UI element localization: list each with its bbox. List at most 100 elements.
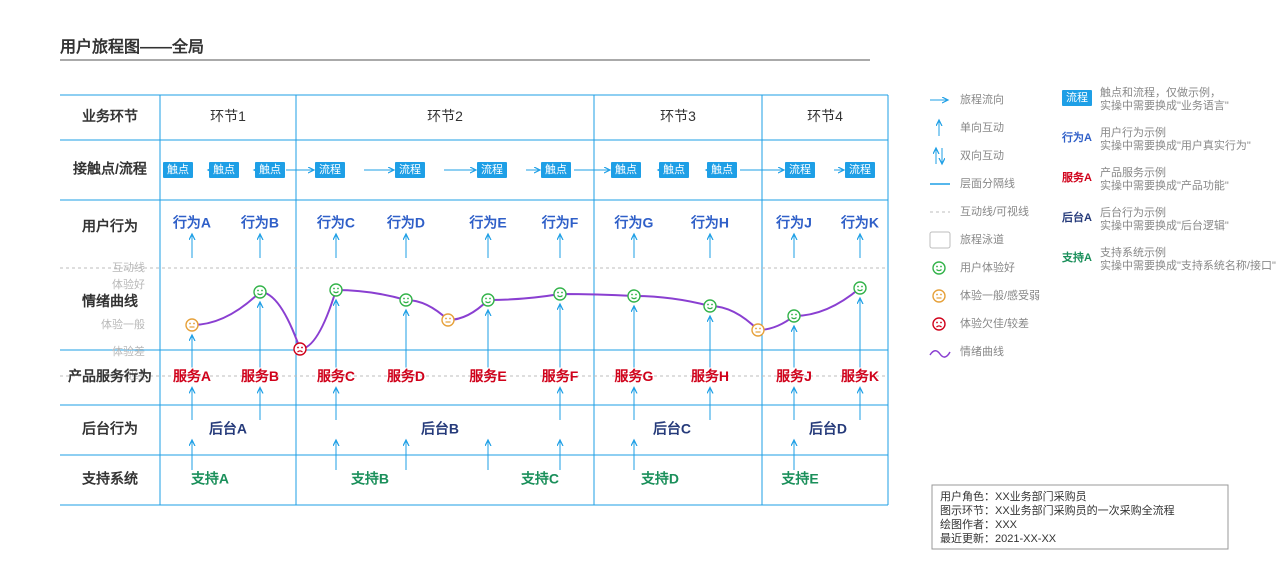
ghost-label: 体验一般 — [101, 317, 145, 331]
row-label: 业务环节 — [82, 108, 138, 124]
behavior-item: 行为J — [775, 215, 812, 231]
behavior-item: 行为D — [386, 215, 425, 231]
legend-label: 互动线/可视线 — [960, 204, 1029, 218]
face-bad-icon — [933, 318, 945, 330]
face-good-icon — [482, 294, 494, 306]
chip-label: 触点 — [213, 162, 235, 176]
row-label: 支持系统 — [81, 471, 138, 487]
service-item: 服务F — [542, 368, 579, 384]
legend-desc: 实操中需要换成"支持系统名称/接口" — [1100, 258, 1276, 272]
face-good-icon — [554, 288, 566, 300]
legend-desc: 支持系统示例 — [1100, 245, 1166, 259]
backend-item: 后台A — [209, 421, 247, 437]
chip-label: 流程 — [319, 162, 341, 176]
legend-desc: 实操中需要换成"后台逻辑" — [1100, 218, 1229, 232]
ghost-label: 体验好 — [112, 277, 145, 291]
service-item: 服务G — [615, 368, 654, 384]
backend-item: 后台C — [653, 421, 691, 437]
chip-label: 触点 — [167, 162, 189, 176]
chip-label: 触点 — [259, 162, 281, 176]
support-item: 支持B — [350, 471, 389, 487]
face-good-icon — [628, 290, 640, 302]
support-item: 支持D — [640, 471, 679, 487]
legend-desc: 后台行为示例 — [1100, 205, 1166, 219]
legend-label: 情绪曲线 — [960, 344, 1004, 358]
chip-label: 触点 — [663, 162, 685, 176]
face-good-icon — [704, 300, 716, 312]
info-line: 图示环节：XX业务部门采购员的一次采购全流程 — [940, 503, 1175, 517]
row-label: 后台行为 — [82, 421, 138, 437]
behavior-item: 行为B — [240, 215, 279, 231]
ghost-label: 体验差 — [112, 344, 145, 358]
legend-desc: 触点和流程，仅做示例， — [1100, 85, 1221, 99]
legend-desc: 用户行为示例 — [1100, 125, 1166, 139]
chip-label: 触点 — [545, 162, 567, 176]
emotion-curve — [192, 288, 860, 349]
chip-label: 流程 — [481, 162, 503, 176]
support-item: 支持A — [190, 471, 229, 487]
service-item: 服务K — [841, 368, 879, 384]
row-label: 接触点/流程 — [73, 161, 147, 177]
backend-item: 后台D — [809, 421, 847, 437]
legend-label: 旅程泳道 — [960, 232, 1004, 246]
legend-label: 用户体验好 — [960, 260, 1015, 274]
legend-chip-label: 流程 — [1066, 90, 1088, 104]
chip-label: 触点 — [615, 162, 637, 176]
behavior-item: 行为G — [614, 215, 654, 231]
behavior-item: 行为F — [541, 215, 579, 231]
face-good-icon — [788, 310, 800, 322]
row-label: 用户行为 — [82, 218, 138, 234]
face-neutral-icon — [752, 324, 764, 336]
support-item: 支持E — [780, 471, 818, 487]
info-line: 最近更新：2021-XX-XX — [940, 531, 1057, 545]
face-good-icon — [400, 294, 412, 306]
support-item: 支持C — [520, 471, 559, 487]
chip-label: 触点 — [711, 162, 733, 176]
legend-label: 层面分隔线 — [960, 176, 1015, 190]
face-good-icon — [854, 282, 866, 294]
face-neutral-icon — [442, 314, 454, 326]
chip-label: 流程 — [849, 162, 871, 176]
service-item: 服务E — [469, 368, 506, 384]
info-line: 绘图作者：XXX — [940, 517, 1018, 531]
chip-label: 流程 — [399, 162, 421, 176]
legend-desc: 实操中需要换成"业务语言" — [1100, 98, 1229, 112]
legend-sample-label: 行为A — [1061, 130, 1092, 144]
page-title: 用户旅程图——全局 — [60, 37, 204, 56]
ghost-label: 互动线 — [112, 260, 145, 274]
legend-sample-label: 后台A — [1062, 210, 1092, 224]
service-item: 服务A — [173, 368, 211, 384]
face-good-icon — [254, 286, 266, 298]
legend-wave-icon — [930, 351, 950, 357]
legend-arrow-updown-icon — [936, 148, 942, 164]
stage-header: 环节1 — [210, 108, 246, 124]
chip-label: 流程 — [789, 162, 811, 176]
face-good-icon — [330, 284, 342, 296]
legend-label: 旅程流向 — [960, 92, 1004, 106]
backend-item: 后台B — [421, 421, 459, 437]
row-label: 产品服务行为 — [68, 368, 152, 384]
legend-label: 单向互动 — [960, 120, 1004, 134]
service-item: 服务B — [241, 368, 279, 384]
stage-header: 环节2 — [427, 108, 463, 124]
row-label: 情绪曲线 — [82, 293, 138, 309]
legend-desc: 产品服务示例 — [1100, 165, 1166, 179]
info-line: 用户角色：XX业务部门采购员 — [940, 489, 1087, 503]
service-item: 服务C — [317, 368, 355, 384]
legend-label: 体验一般/感受弱 — [960, 288, 1040, 302]
behavior-item: 行为E — [468, 215, 506, 231]
legend-sample-label: 支持A — [1061, 250, 1092, 264]
face-neutral-icon — [186, 319, 198, 331]
service-item: 服务H — [691, 368, 729, 384]
behavior-item: 行为C — [316, 215, 355, 231]
face-good-icon — [933, 262, 945, 274]
stage-header: 环节3 — [660, 108, 696, 124]
legend-desc: 实操中需要换成"产品功能" — [1100, 178, 1229, 192]
face-neutral-icon — [933, 290, 945, 302]
legend-sample-label: 服务A — [1062, 170, 1092, 184]
behavior-item: 行为K — [840, 215, 879, 231]
legend-label: 双向互动 — [960, 148, 1004, 162]
behavior-item: 行为A — [172, 215, 211, 231]
service-item: 服务J — [776, 368, 812, 384]
face-bad-icon — [294, 343, 306, 355]
